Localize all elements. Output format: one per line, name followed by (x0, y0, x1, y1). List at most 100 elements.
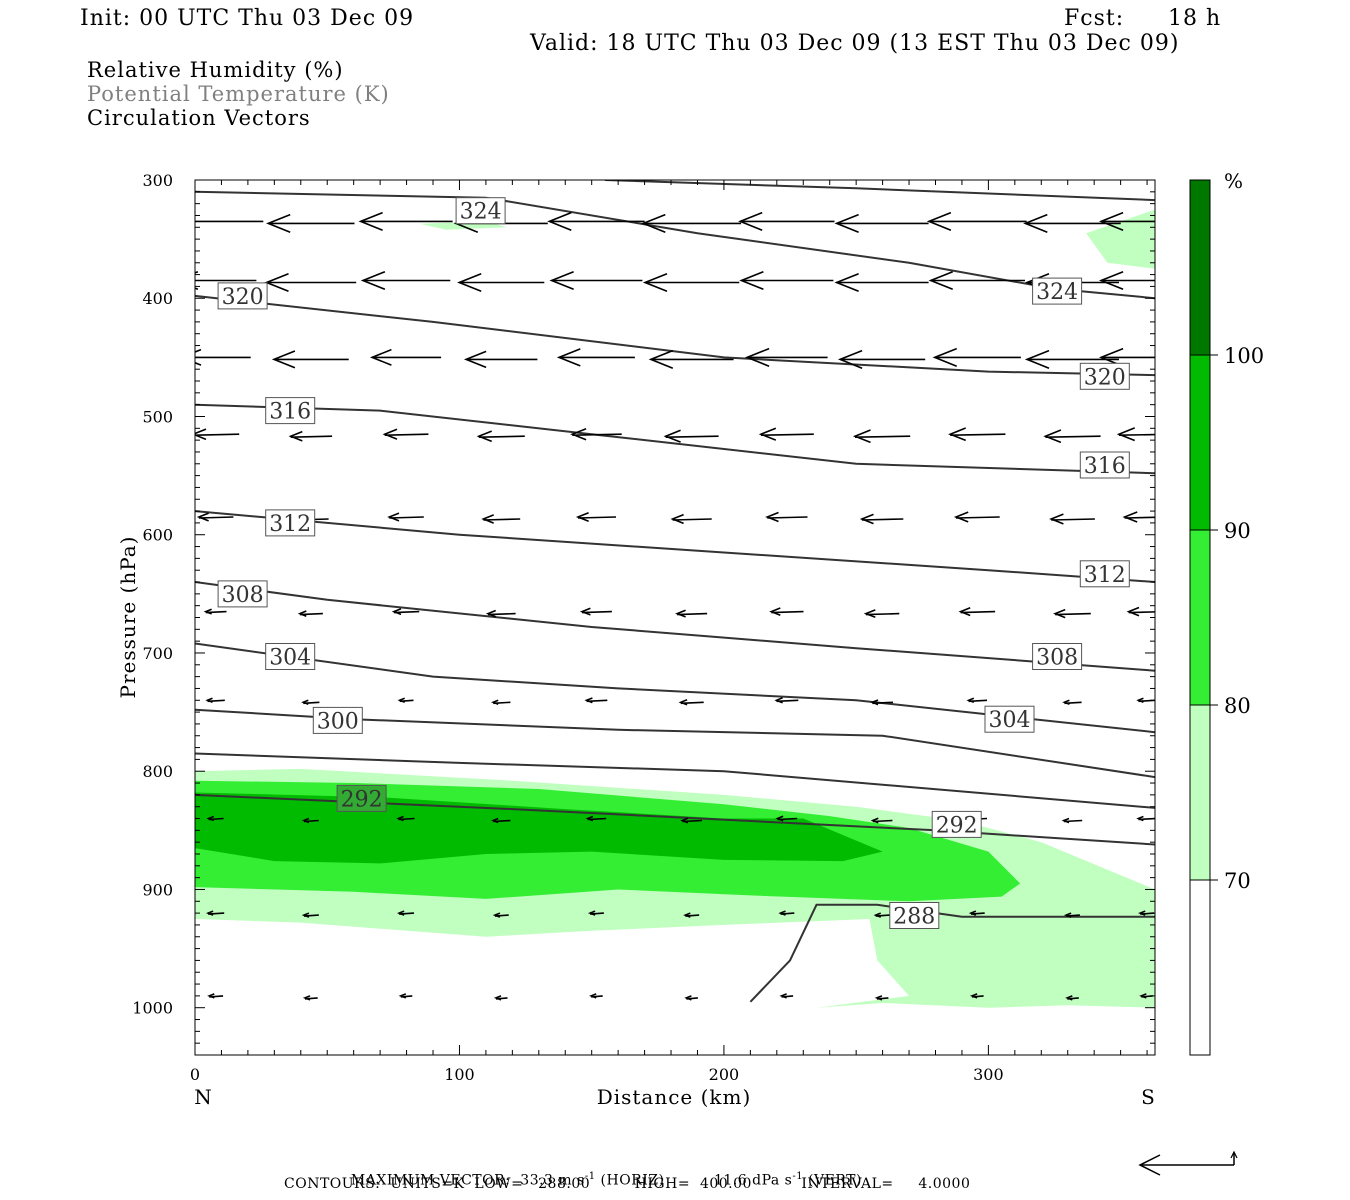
vector-arrow (684, 995, 698, 1001)
vector-arrow (958, 606, 996, 617)
vector-head (493, 995, 502, 1001)
vector-arrow (207, 993, 224, 999)
theta-contour-300 (195, 708, 1155, 779)
vector-head (1023, 213, 1048, 233)
x-end-label-north: N (194, 1085, 212, 1109)
vector-arrow (397, 697, 414, 704)
vector-arrow (683, 912, 700, 918)
vector-head (1126, 606, 1140, 617)
vector-arrow (1061, 817, 1083, 824)
vector-head (358, 211, 383, 231)
vector-head (1136, 697, 1144, 704)
vector-arrow (966, 697, 988, 704)
vector-arrow (642, 272, 740, 293)
vector-head (870, 699, 879, 706)
vector-head (556, 348, 581, 367)
vector-shaft (389, 516, 424, 519)
vector-arrow (926, 211, 1027, 231)
vector-layer (195, 211, 1155, 1001)
vector-arrow (485, 609, 516, 618)
horiz-exponent: -1 (584, 1171, 596, 1182)
vector-shaft (677, 612, 708, 616)
contour-label-292: 292 (936, 813, 978, 838)
vector-arrow (765, 511, 808, 523)
vector-arrow (928, 270, 1025, 291)
vector-arrow (297, 610, 323, 617)
vector-arrow (301, 817, 319, 824)
vector-shaft (955, 516, 1000, 519)
vector-head (587, 910, 596, 916)
vector-shaft (771, 610, 804, 614)
contour-label-312: 312 (1084, 563, 1126, 588)
vector-arrow (575, 511, 617, 522)
vector-head (301, 699, 309, 706)
vector-arrow (358, 211, 453, 231)
vector-arrow (1049, 513, 1095, 525)
vector-head (463, 350, 487, 369)
contour-label-box-308 (1032, 643, 1083, 670)
vector-arrow (1116, 427, 1155, 442)
vector-head (584, 697, 593, 704)
vector-head (684, 995, 692, 1001)
contours-info: CONTOURS: UNITS=K LOW= 288.00 HIGH= 400.… (284, 1176, 971, 1192)
contour-label-box-320 (217, 282, 268, 310)
vector-head (680, 817, 689, 824)
x-tick-label: 300 (973, 1065, 1004, 1084)
vector-head (288, 430, 303, 442)
vector-arrow (264, 272, 357, 293)
vector-arrow (775, 815, 798, 822)
x-tick-label: 100 (444, 1065, 475, 1084)
field-rh-label: Relative Humidity (%) (87, 58, 344, 82)
vector-head (1061, 817, 1070, 824)
vector-head (396, 910, 405, 916)
contour-label-box-324 (455, 197, 506, 225)
theta-contour-316 (195, 403, 1155, 475)
vector-head (739, 270, 764, 291)
vector-arrow (463, 350, 538, 369)
contour-label-308: 308 (1036, 646, 1078, 671)
vector-head (491, 699, 499, 706)
contour-label-292: 292 (341, 787, 383, 812)
vector-shaft (861, 518, 904, 521)
vector-shaft (760, 433, 814, 436)
vector-arrow (778, 910, 795, 916)
vector-arrow (1098, 270, 1155, 291)
vector-head (953, 511, 969, 523)
contour-label-box-308 (217, 580, 268, 608)
vector-head (302, 995, 311, 1001)
vector-arrow (266, 213, 355, 233)
vector-head (1062, 699, 1070, 706)
theta-contour-288 (749, 903, 1155, 1003)
x-tick-label: 0 (190, 1065, 200, 1084)
vector-head (1049, 513, 1064, 525)
vector-head (1024, 349, 1050, 369)
vector-arrow (859, 513, 904, 525)
vector-head (492, 912, 501, 918)
vector-head (485, 609, 496, 618)
vector-arrow (585, 815, 607, 822)
vector-shaft (572, 433, 622, 436)
vector-head (874, 995, 883, 1001)
vector-arrow (205, 697, 225, 704)
y-tick-label: 900 (142, 880, 173, 899)
contour-label-308: 308 (222, 583, 264, 608)
vector-head (670, 513, 684, 525)
vector-arrow (556, 348, 635, 367)
contour-label-316: 316 (269, 400, 311, 425)
vector-head (958, 606, 971, 617)
vector-arrow (196, 512, 234, 522)
vector-shaft (1128, 611, 1155, 614)
vector-arrow (584, 697, 608, 704)
y-tick-label: 1000 (132, 999, 173, 1018)
vector-arrow (398, 993, 413, 999)
vector-head (397, 697, 405, 704)
valid-time: Valid: 18 UTC Thu 03 Dec 09 (13 EST Thu … (530, 31, 1180, 56)
vector-arrow (769, 607, 804, 616)
vector-head (195, 428, 207, 441)
colorbar-level-label: 100 (1224, 344, 1264, 368)
contour-label-300: 300 (317, 709, 359, 734)
contour-label-304: 304 (989, 708, 1031, 733)
forecast-hour: 18 h (1168, 6, 1222, 31)
vector-head (547, 211, 572, 231)
rh-region-70-1 (1086, 209, 1155, 269)
